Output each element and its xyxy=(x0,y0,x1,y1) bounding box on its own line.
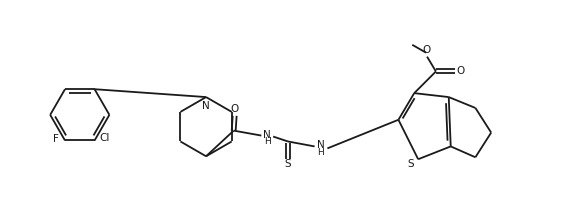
Text: O: O xyxy=(422,45,430,55)
Text: N: N xyxy=(316,140,324,150)
Text: N: N xyxy=(264,130,271,140)
Text: H: H xyxy=(317,148,324,157)
Text: Cl: Cl xyxy=(99,133,110,144)
Text: F: F xyxy=(53,135,59,144)
Text: N: N xyxy=(202,101,210,111)
Text: O: O xyxy=(231,104,239,114)
Text: O: O xyxy=(457,66,465,76)
Text: S: S xyxy=(407,159,414,169)
Text: S: S xyxy=(285,159,291,169)
Text: H: H xyxy=(264,137,270,146)
